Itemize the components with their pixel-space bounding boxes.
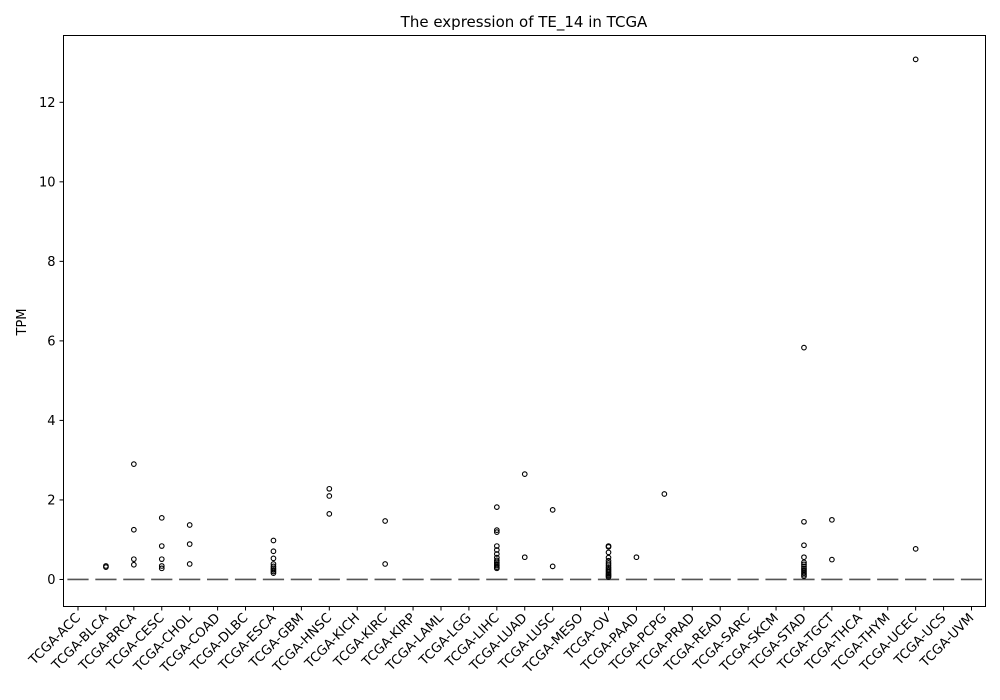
outlier-point	[521, 554, 528, 561]
outlier-point	[382, 561, 388, 567]
outlier-point	[158, 565, 165, 572]
outlier-point	[801, 563, 807, 570]
outlier-point	[270, 555, 277, 562]
outlier-point	[801, 542, 807, 549]
outlier-point	[801, 554, 807, 561]
outlier-point	[493, 551, 500, 557]
outlier-point	[493, 504, 500, 510]
outlier-point	[829, 556, 835, 563]
outlier-point	[130, 461, 137, 467]
outlier-point	[605, 560, 612, 567]
plot-area: 024681012TCGA-ACCTCGA-BLCATCGA-BRCATCGA-…	[26, 56, 983, 677]
outlier-point	[633, 554, 640, 561]
y-tick-label: 0	[47, 573, 55, 588]
y-axis-label: TPM	[15, 309, 30, 337]
outlier-point	[605, 574, 612, 580]
outlier-point	[605, 562, 612, 568]
outlier-point	[605, 544, 612, 550]
outlier-point	[186, 541, 193, 547]
outlier-point	[829, 516, 835, 523]
outlier-point	[493, 557, 500, 564]
outlier-point	[158, 563, 165, 569]
outlier-point	[549, 507, 556, 513]
outlier-point	[158, 514, 165, 521]
outlier-point	[801, 561, 807, 568]
y-tick-label: 2	[47, 493, 55, 508]
outlier-point	[130, 556, 137, 563]
outlier-point	[493, 529, 500, 535]
outlier-point	[270, 537, 277, 544]
outlier-point	[186, 522, 193, 528]
y-tick-label: 8	[47, 255, 55, 270]
outlier-point	[801, 573, 807, 580]
outlier-point	[130, 526, 137, 533]
y-tick-label: 10	[39, 175, 56, 190]
outlier-point	[493, 565, 500, 572]
plot-frame	[63, 35, 986, 607]
outlier-point	[801, 518, 807, 525]
outlier-point	[549, 563, 556, 570]
outlier-point	[493, 543, 500, 549]
outlier-point	[130, 561, 137, 568]
outlier-point	[270, 563, 277, 570]
y-tick-label: 6	[47, 334, 55, 349]
outlier-point	[912, 545, 919, 552]
outlier-point	[186, 561, 193, 567]
outlier-point	[326, 511, 333, 517]
outlier-point	[270, 548, 277, 555]
outlier-point	[382, 518, 388, 524]
outlier-point	[605, 549, 612, 556]
outlier-point	[912, 56, 919, 63]
outlier-point	[493, 547, 500, 553]
outlier-point	[103, 563, 109, 569]
outlier-point	[326, 493, 333, 499]
outlier-point	[493, 527, 500, 534]
outlier-point	[605, 554, 612, 561]
y-tick-label: 4	[47, 414, 55, 429]
outlier-point	[270, 570, 277, 576]
y-tick-label: 12	[39, 96, 56, 111]
outlier-point	[521, 471, 528, 477]
outlier-point	[158, 556, 165, 563]
outlier-point	[661, 491, 668, 497]
chart-title: The expression of TE_14 in TCGA	[400, 13, 648, 32]
outlier-point	[801, 559, 807, 566]
outlier-point	[801, 344, 807, 351]
outlier-point	[326, 485, 333, 492]
outlier-point	[158, 543, 165, 549]
